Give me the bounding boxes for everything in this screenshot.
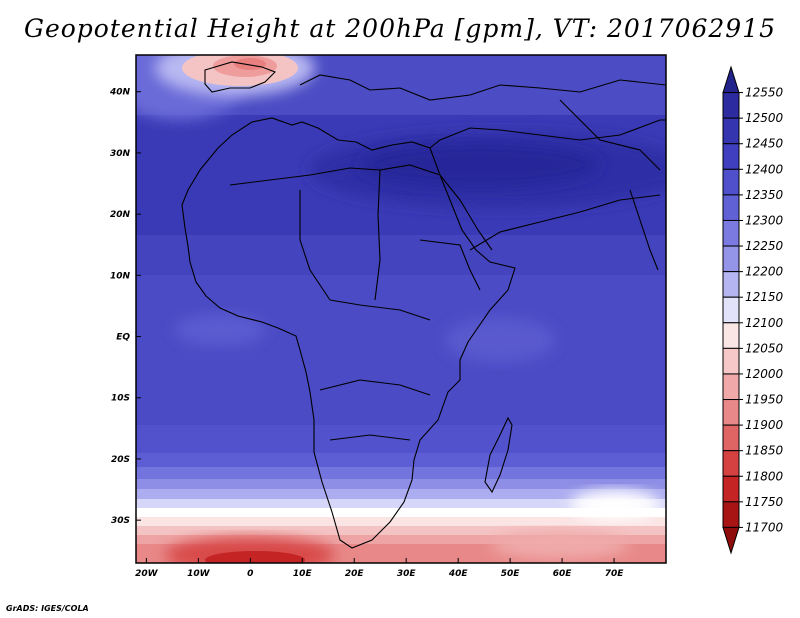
colorbar-level-label: 11700: [745, 520, 784, 534]
colorbar-swatch: [722, 117, 740, 145]
lat-tick-label: EQ: [116, 333, 130, 343]
lat-tick-label: 30N: [110, 149, 131, 159]
colorbar-level-label: 12300: [745, 213, 784, 227]
lon-tick-label: 70E: [605, 569, 625, 579]
lon-tick-label: 40E: [448, 569, 469, 579]
colorbar-level-label: 12150: [745, 290, 784, 304]
colorbar-level-label: 11750: [745, 495, 784, 509]
colorbar-swatch: [722, 322, 740, 349]
colorbar-swatch: [722, 168, 740, 196]
colorbar-level-label: 12500: [745, 111, 784, 125]
lat-tick-label: 40N: [109, 88, 131, 98]
lon-tick-label: 50E: [501, 569, 521, 579]
colorbar-swatch: [722, 219, 740, 247]
colorbar-level-label: 12550: [745, 86, 784, 100]
lon-tick-label: 30E: [397, 569, 417, 579]
colorbar-level-label: 12450: [745, 137, 784, 151]
colorbar-swatch: [722, 347, 740, 375]
axis-ticks: 20W 10W 0 10E 20E 30E 40E 50E 60E 70E 40N 30N 20N 10N…: [109, 88, 624, 579]
lon-tick-label: 10W: [187, 569, 211, 579]
lon-tick-label: 60E: [553, 569, 573, 579]
colorbar-swatch: [722, 450, 740, 477]
grads-credit: GrADS: IGES/COLA: [6, 604, 89, 613]
colorbar-swatch: [722, 92, 740, 119]
colorbar-swatch: [722, 399, 740, 426]
colorbar-level-label: 12350: [745, 188, 784, 202]
colorbar-level-label: 12200: [745, 265, 784, 279]
lon-tick-label: 0: [247, 569, 253, 579]
lat-tick-label: 10S: [111, 394, 130, 404]
colorbar-swatch: [722, 143, 740, 170]
map-frame: [135, 54, 667, 564]
lon-tick-label: 20E: [345, 569, 365, 579]
colorbar-swatch: [722, 475, 740, 503]
colorbar-swatch: [722, 296, 740, 324]
colorbar-level-label: 12100: [745, 316, 784, 330]
plot-title: Geopotential Height at 200hPa [gpm], VT:…: [23, 14, 777, 43]
colorbar-level-label: 11950: [745, 393, 784, 407]
colorbar-level-label: 12000: [745, 367, 784, 381]
colorbar-swatch: [722, 271, 740, 298]
colorbar-swatch: [722, 373, 740, 401]
colorbar-level-label: 11850: [745, 444, 784, 458]
colorbar-level-label: 12400: [745, 162, 784, 176]
colorbar: 12550 12500 12450 12400 12350 12300 12250 12200…: [722, 65, 784, 555]
colorbar-swatch: [722, 245, 740, 273]
colorbar-swatch: [722, 65, 740, 94]
coastlines: [181, 61, 666, 549]
map-field: [136, 55, 666, 563]
colorbar-swatch: [722, 194, 740, 221]
colorbar-level-label: 12050: [745, 341, 784, 355]
lat-tick-label: 20S: [111, 455, 130, 465]
lat-tick-label: 10N: [110, 271, 131, 281]
lon-tick-label: 20W: [135, 569, 159, 579]
colorbar-swatch: [722, 526, 740, 555]
colorbar-swatch: [722, 501, 740, 528]
lon-tick-label: 10E: [293, 569, 313, 579]
lat-tick-label: 30S: [111, 516, 130, 526]
colorbar-level-label: 12250: [745, 239, 784, 253]
colorbar-level-label: 11900: [745, 418, 784, 432]
colorbar-level-label: 11800: [745, 469, 784, 483]
colorbar-swatch: [722, 424, 740, 452]
lat-tick-label: 20N: [110, 210, 131, 220]
